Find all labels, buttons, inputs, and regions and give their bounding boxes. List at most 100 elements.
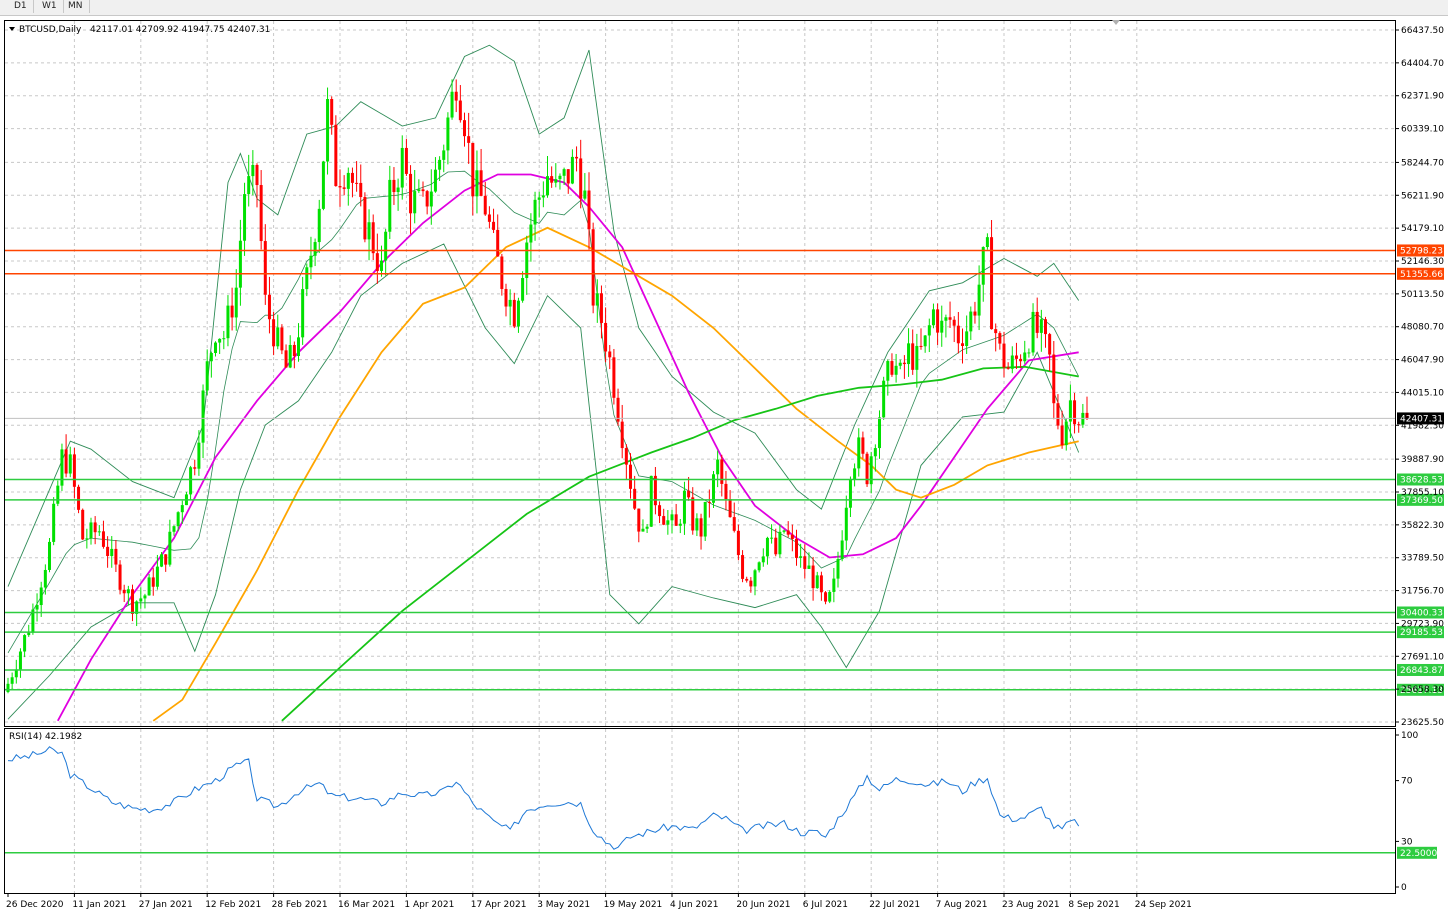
candle-body [886, 361, 890, 381]
candle-body [168, 531, 172, 565]
candle-body [828, 591, 832, 602]
candle-body [1064, 421, 1068, 446]
candle-body [948, 317, 952, 320]
candle-body [363, 197, 367, 240]
x-tick-label: 8 Sep 2021 [1068, 900, 1119, 910]
candle-body [1068, 400, 1072, 422]
y-tick-label: 52146.30 [1401, 257, 1444, 267]
y-tick-label: 56211.90 [1401, 191, 1444, 201]
candle-body [533, 199, 537, 225]
candle-body [164, 554, 168, 565]
timeframe-w1-button[interactable]: W1 [36, 0, 64, 13]
candle-body [633, 488, 637, 509]
candle-body [350, 172, 354, 183]
candle-body [749, 580, 753, 587]
horizontal-levels: 52798.23 51355.66 38628.53 37369.50 30400.33… [5, 244, 1444, 696]
candle-body [811, 565, 815, 589]
ohlc-readout: 42117.01 42709.92 41947.75 42407.31 [90, 25, 270, 35]
candle-body [367, 222, 371, 240]
candle-body [873, 448, 877, 457]
candle-body [786, 530, 790, 535]
candle-body [857, 437, 861, 469]
candle-body [68, 454, 72, 474]
candle-body [438, 159, 442, 170]
level-label: 26843.87 [1400, 666, 1443, 676]
y-tick-label: 50113.50 [1401, 290, 1444, 300]
candle-body [463, 120, 466, 137]
y-tick-label: 60339.10 [1401, 125, 1444, 135]
level-label: 38628.53 [1400, 475, 1443, 485]
candle-body [10, 677, 14, 684]
candle-body [579, 158, 583, 199]
candle-body [512, 299, 516, 327]
timeframe-d1-button[interactable]: D1 [8, 0, 34, 13]
candle-body [313, 242, 317, 256]
x-tick-label: 7 Aug 2021 [936, 900, 988, 910]
candle-body [409, 173, 413, 214]
candle-body [214, 342, 217, 354]
level-label: 25617.13 [1400, 686, 1443, 696]
candle-body [546, 176, 549, 196]
timeframe-mn-button[interactable]: MN [62, 0, 90, 13]
candle-body [14, 669, 18, 678]
candle-body [944, 317, 948, 321]
candle-body [516, 300, 520, 327]
candle-body [479, 170, 483, 196]
candle-body [110, 548, 114, 556]
y-tick-label: 41982.30 [1401, 421, 1444, 431]
x-tick-label: 4 Jun 2021 [670, 900, 718, 910]
level-label: 29185.53 [1400, 628, 1443, 638]
candle-body [421, 189, 425, 192]
candle-body [890, 361, 894, 375]
candle-body [782, 530, 786, 532]
rsi-y-tick-label: 30 [1401, 837, 1413, 847]
candle-body [965, 331, 969, 346]
candle-body [433, 169, 437, 192]
x-tick-label: 17 Apr 2021 [471, 900, 527, 910]
last-price-label: 42407.31 [1400, 414, 1443, 424]
candle-body [85, 538, 89, 540]
moving-average-line [152, 226, 1079, 722]
candle-body [371, 222, 375, 254]
candle-body [114, 548, 118, 565]
candle-body [973, 311, 977, 316]
candle-body [919, 345, 923, 347]
candle-body [541, 195, 545, 198]
candle-body [27, 632, 31, 636]
candle-body [666, 520, 670, 525]
y-tick-label: 27691.10 [1401, 652, 1444, 662]
candle-body [309, 255, 313, 268]
price-candles [6, 79, 1089, 694]
level-label-box [1397, 267, 1444, 280]
x-tick-label: 11 Jan 2021 [72, 900, 126, 910]
candle-body [907, 343, 911, 365]
candle-body [425, 191, 429, 207]
moving-average-line [281, 365, 1079, 722]
candle-body [342, 187, 346, 189]
rsi-indicator: 22.5000 [5, 746, 1437, 859]
candle-body [122, 589, 126, 594]
moving-average-line [57, 173, 1079, 722]
candle-body [355, 182, 359, 184]
candle-body [247, 176, 251, 195]
candle-body [1019, 358, 1023, 362]
candle-body [998, 333, 1002, 344]
candle-body [641, 528, 645, 532]
rsi-line [7, 746, 1080, 850]
candle-body [911, 343, 915, 370]
bollinger-lower [7, 243, 1080, 720]
candle-body [927, 325, 931, 336]
candle-body [222, 338, 226, 340]
candle-body [658, 505, 662, 517]
rsi-y-tick-label: 70 [1401, 777, 1413, 787]
candle-body [554, 179, 558, 183]
candle-body [732, 517, 736, 531]
candle-body [878, 417, 881, 449]
candle-body [243, 194, 247, 241]
candle-body [691, 497, 695, 531]
candle-body [575, 156, 579, 159]
candle-body [226, 305, 230, 339]
x-tick-label: 12 Feb 2021 [205, 900, 261, 910]
collapse-triangle-icon[interactable] [9, 27, 15, 31]
